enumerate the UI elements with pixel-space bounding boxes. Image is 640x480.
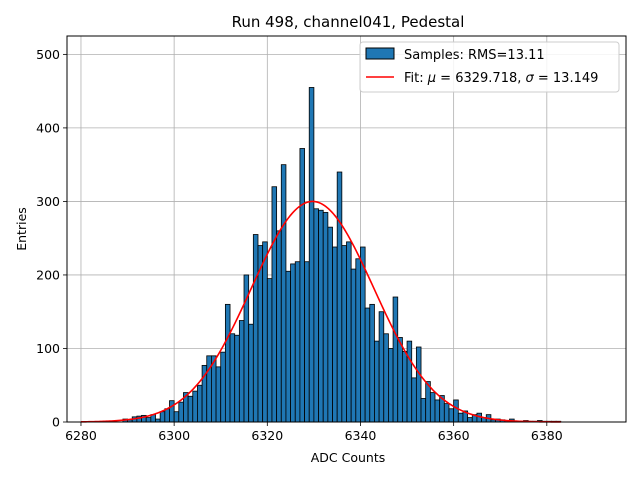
plot-frame xyxy=(66,35,627,423)
histogram-bar xyxy=(271,186,278,423)
histogram-bar xyxy=(169,400,175,423)
x-tick-label: 6360 xyxy=(438,428,470,443)
histogram-bar xyxy=(411,377,417,423)
chart-title: Run 498, channel041, Pedestal xyxy=(232,13,465,31)
histogram-bar xyxy=(187,395,194,423)
y-tick-label: 500 xyxy=(36,47,60,62)
histogram-bar xyxy=(290,263,296,423)
histogram-bar xyxy=(369,303,375,423)
y-tick-label: 0 xyxy=(52,415,60,430)
histogram-bar xyxy=(420,398,427,423)
histogram-bar xyxy=(266,278,273,423)
histogram-bar xyxy=(248,323,254,423)
histogram-bar xyxy=(374,340,380,423)
histogram-bar xyxy=(434,399,441,423)
x-tick-label: 6280 xyxy=(65,428,97,443)
histogram-bar xyxy=(360,246,366,423)
legend-sigma-value: = 13.149 xyxy=(534,71,599,86)
legend-samples-label: Samples: RMS=13.11 xyxy=(404,48,545,63)
legend-fit-prefix: Fit: xyxy=(404,71,428,86)
histogram-bar xyxy=(346,241,352,423)
histogram-bar xyxy=(406,340,413,423)
histogram-bar xyxy=(285,270,292,423)
histogram-bar xyxy=(443,403,450,423)
histogram-bar xyxy=(215,366,222,423)
histogram-bar xyxy=(197,384,203,423)
histogram-bar xyxy=(164,408,170,423)
histogram-bar xyxy=(392,296,399,423)
histogram-bar xyxy=(234,334,240,423)
x-tick-label: 6300 xyxy=(158,428,190,443)
y-tick-label: 300 xyxy=(36,194,60,209)
histogram-bar xyxy=(224,303,231,423)
histogram-bar xyxy=(322,212,329,423)
histogram-bar xyxy=(341,245,347,423)
histogram-bar xyxy=(467,417,473,423)
histogram-bar xyxy=(238,320,245,423)
histogram-bar xyxy=(383,333,389,423)
histogram-bar xyxy=(429,392,436,423)
y-tick-label: 400 xyxy=(36,120,60,135)
histogram-bar xyxy=(332,246,338,423)
x-axis-ticks: 6280 6300 6320 6340 6360 6380 xyxy=(65,422,563,443)
fit-curve-layer xyxy=(80,200,561,423)
histogram-bar xyxy=(401,351,408,423)
histogram-bar xyxy=(276,230,282,423)
histogram-bar xyxy=(415,346,422,423)
histogram-bar xyxy=(220,351,226,423)
histogram-bar xyxy=(327,226,333,423)
histogram-bar xyxy=(453,399,459,423)
y-tick-label: 100 xyxy=(36,341,60,356)
histogram-bar xyxy=(364,307,371,423)
histogram-bar xyxy=(280,164,287,423)
legend-sigma-symbol: σ xyxy=(526,71,535,86)
y-axis-label: Entries xyxy=(14,207,29,251)
histogram-bar xyxy=(173,411,180,423)
legend-mu-symbol: μ xyxy=(427,71,436,86)
histogram-bar xyxy=(336,171,343,423)
histogram-bar xyxy=(192,390,198,423)
fit-curve xyxy=(80,200,561,423)
legend-bar-swatch xyxy=(365,47,395,60)
histogram-bar xyxy=(304,261,310,423)
histogram-bar xyxy=(159,411,166,423)
histogram-bar xyxy=(318,209,324,423)
histogram-bar xyxy=(350,268,357,423)
histogram-bar xyxy=(252,234,259,423)
legend-fit-label: Fit: μ = 6329.718, σ = 13.149 xyxy=(404,71,598,86)
histogram-bar xyxy=(448,408,455,423)
legend-box xyxy=(359,41,620,93)
histogram-bar xyxy=(355,258,361,423)
y-tick-label: 200 xyxy=(36,267,60,282)
y-axis-ticks: 0 100 200 300 400 500 xyxy=(36,47,67,430)
x-axis-label: ADC Counts xyxy=(311,450,386,465)
histogram-bar xyxy=(313,208,319,423)
histogram-bar xyxy=(378,311,385,423)
histogram-bar xyxy=(262,241,268,423)
legend-mu-value: = 6329.718, xyxy=(436,71,525,86)
x-tick-label: 6320 xyxy=(251,428,283,443)
histogram-bar xyxy=(299,148,305,423)
x-tick-label: 6380 xyxy=(531,428,563,443)
histogram-bar xyxy=(294,261,301,423)
histogram-bar xyxy=(388,348,394,423)
histogram-bar xyxy=(178,401,184,423)
histogram-bar xyxy=(397,337,403,423)
legend: Samples: RMS=13.11 Fit: μ = 6329.718, σ … xyxy=(359,41,620,93)
x-tick-label: 6340 xyxy=(345,428,377,443)
histogram-bar xyxy=(145,417,152,423)
histogram-bar xyxy=(308,87,315,423)
histogram-bar xyxy=(457,412,464,423)
histogram-bar xyxy=(229,333,236,423)
